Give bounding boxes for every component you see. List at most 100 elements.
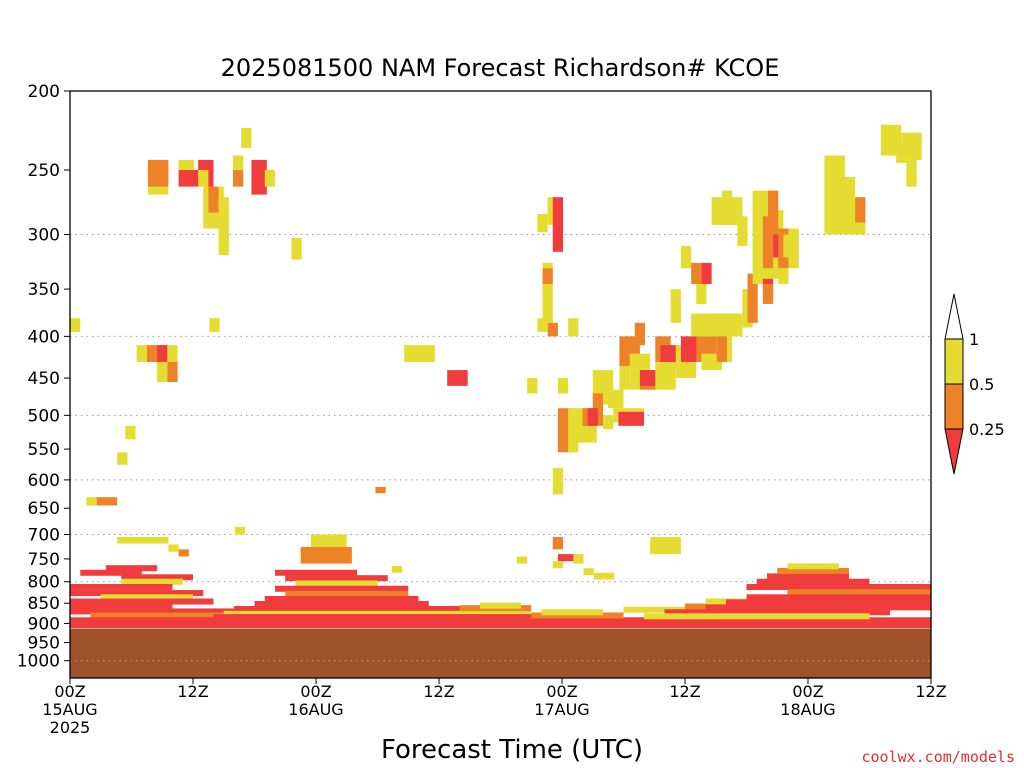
- colorbar-orange: [944, 383, 964, 430]
- pbl-layer-35: [787, 589, 931, 596]
- plot-frame: [69, 90, 932, 679]
- y-tick-label-500: 500: [28, 406, 60, 426]
- pbl-layer-32: [787, 563, 839, 570]
- cell-13: [251, 159, 267, 195]
- cell-98: [762, 284, 774, 304]
- cell-79: [680, 246, 692, 269]
- x-tick-label-36-0: 12Z: [423, 682, 454, 701]
- colorbar-bottom-triangle: [944, 428, 964, 475]
- pbl-layer-2: [121, 574, 193, 581]
- pbl-layer-37: [726, 599, 931, 606]
- cell-14: [264, 169, 275, 187]
- cell-33: [235, 526, 246, 535]
- y-tick-label-1000: 1000: [17, 652, 60, 672]
- pbl-layer-38: [705, 604, 931, 611]
- cell-107: [552, 536, 564, 550]
- cell-69: [655, 361, 676, 390]
- cell-50: [568, 408, 579, 453]
- pbl-layer-12: [70, 622, 931, 629]
- cell-57: [603, 415, 614, 430]
- y-tick-label-450: 450: [28, 369, 60, 389]
- cell-84: [721, 190, 733, 198]
- cell-35: [300, 546, 352, 564]
- cell-37: [516, 556, 528, 564]
- pbl-layer-1: [105, 565, 158, 572]
- pbl-layer-26: [541, 609, 603, 616]
- cell-60: [608, 389, 624, 409]
- pbl-layer-8: [70, 603, 173, 610]
- cell-20: [167, 345, 178, 362]
- cell-25: [125, 425, 136, 440]
- pbl-layer-17: [285, 590, 409, 597]
- cell-45: [537, 318, 548, 332]
- cell-80: [691, 262, 702, 285]
- colorbar-top-triangle: [944, 293, 964, 340]
- pbl-layer-30: [767, 573, 849, 580]
- ground-fill: [70, 628, 931, 678]
- cell-11: [232, 169, 244, 187]
- ground: [70, 628, 931, 678]
- cell-113: [650, 536, 681, 555]
- pbl-layer-31: [777, 567, 849, 574]
- pbl-layer-16: [275, 585, 409, 592]
- cell-42: [542, 268, 553, 285]
- cell-44: [547, 322, 558, 337]
- cell-12: [241, 127, 252, 149]
- cell-85: [737, 216, 748, 247]
- data-cells: [70, 124, 931, 629]
- cell-109: [552, 561, 564, 569]
- pbl-layer-6: [100, 594, 193, 601]
- y-tick-label-550: 550: [28, 440, 60, 460]
- cell-96: [788, 228, 799, 269]
- x-tick-label-24-1: 16AUG: [288, 700, 343, 719]
- y-tick-label-900: 900: [28, 614, 60, 634]
- x-tick-label-0-1: 15AUG: [42, 700, 97, 719]
- x-tick-label-60-0: 12Z: [669, 682, 700, 701]
- x-tick-label-84-0: 12Z: [915, 682, 946, 701]
- cell-47: [527, 378, 538, 394]
- pbl-layer-9: [70, 608, 275, 615]
- y-tick-label-400: 400: [28, 327, 60, 347]
- cell-24: [447, 370, 468, 386]
- cell-2: [147, 159, 169, 187]
- cell-38: [537, 213, 548, 233]
- cell-102: [855, 197, 866, 223]
- x-tick-label-48-1: 17AUG: [534, 700, 589, 719]
- pbl-layer-3: [121, 578, 183, 585]
- pbl-layer-11: [70, 617, 931, 624]
- cell-53: [552, 467, 564, 495]
- cell-59: [618, 411, 644, 426]
- cell-95: [778, 268, 789, 285]
- y-tick-label-800: 800: [28, 573, 60, 593]
- cell-9: [218, 197, 229, 256]
- cell-105: [901, 132, 922, 160]
- cell-4: [178, 169, 205, 187]
- cell-43: [542, 284, 553, 323]
- cell-56: [587, 408, 598, 426]
- cell-21: [157, 361, 168, 382]
- cell-27: [86, 497, 97, 506]
- cell-40: [552, 197, 564, 252]
- cell-29: [375, 486, 386, 494]
- pbl-layer-21: [223, 610, 532, 617]
- colorbar-label-1: 0.5: [969, 375, 994, 394]
- cell-91: [768, 190, 779, 252]
- pbl-layer-20: [234, 605, 480, 612]
- cell-108: [557, 554, 579, 562]
- pbl-layer-7: [70, 598, 214, 605]
- cell-46: [568, 318, 579, 337]
- x-axis-title: Forecast Time (UTC): [381, 735, 643, 765]
- cell-87: [747, 273, 758, 323]
- cell-31: [168, 544, 179, 552]
- cell-106: [906, 159, 917, 187]
- cell-78: [716, 336, 728, 362]
- cell-99: [824, 155, 845, 178]
- pbl-layer-36: [746, 594, 931, 601]
- cell-6: [198, 169, 209, 187]
- pbl-layer-25: [531, 612, 624, 619]
- y-tick-label-600: 600: [28, 471, 60, 491]
- cell-36: [391, 565, 403, 573]
- pbl-layer-14: [285, 575, 388, 582]
- pbl-layer-40: [644, 613, 870, 620]
